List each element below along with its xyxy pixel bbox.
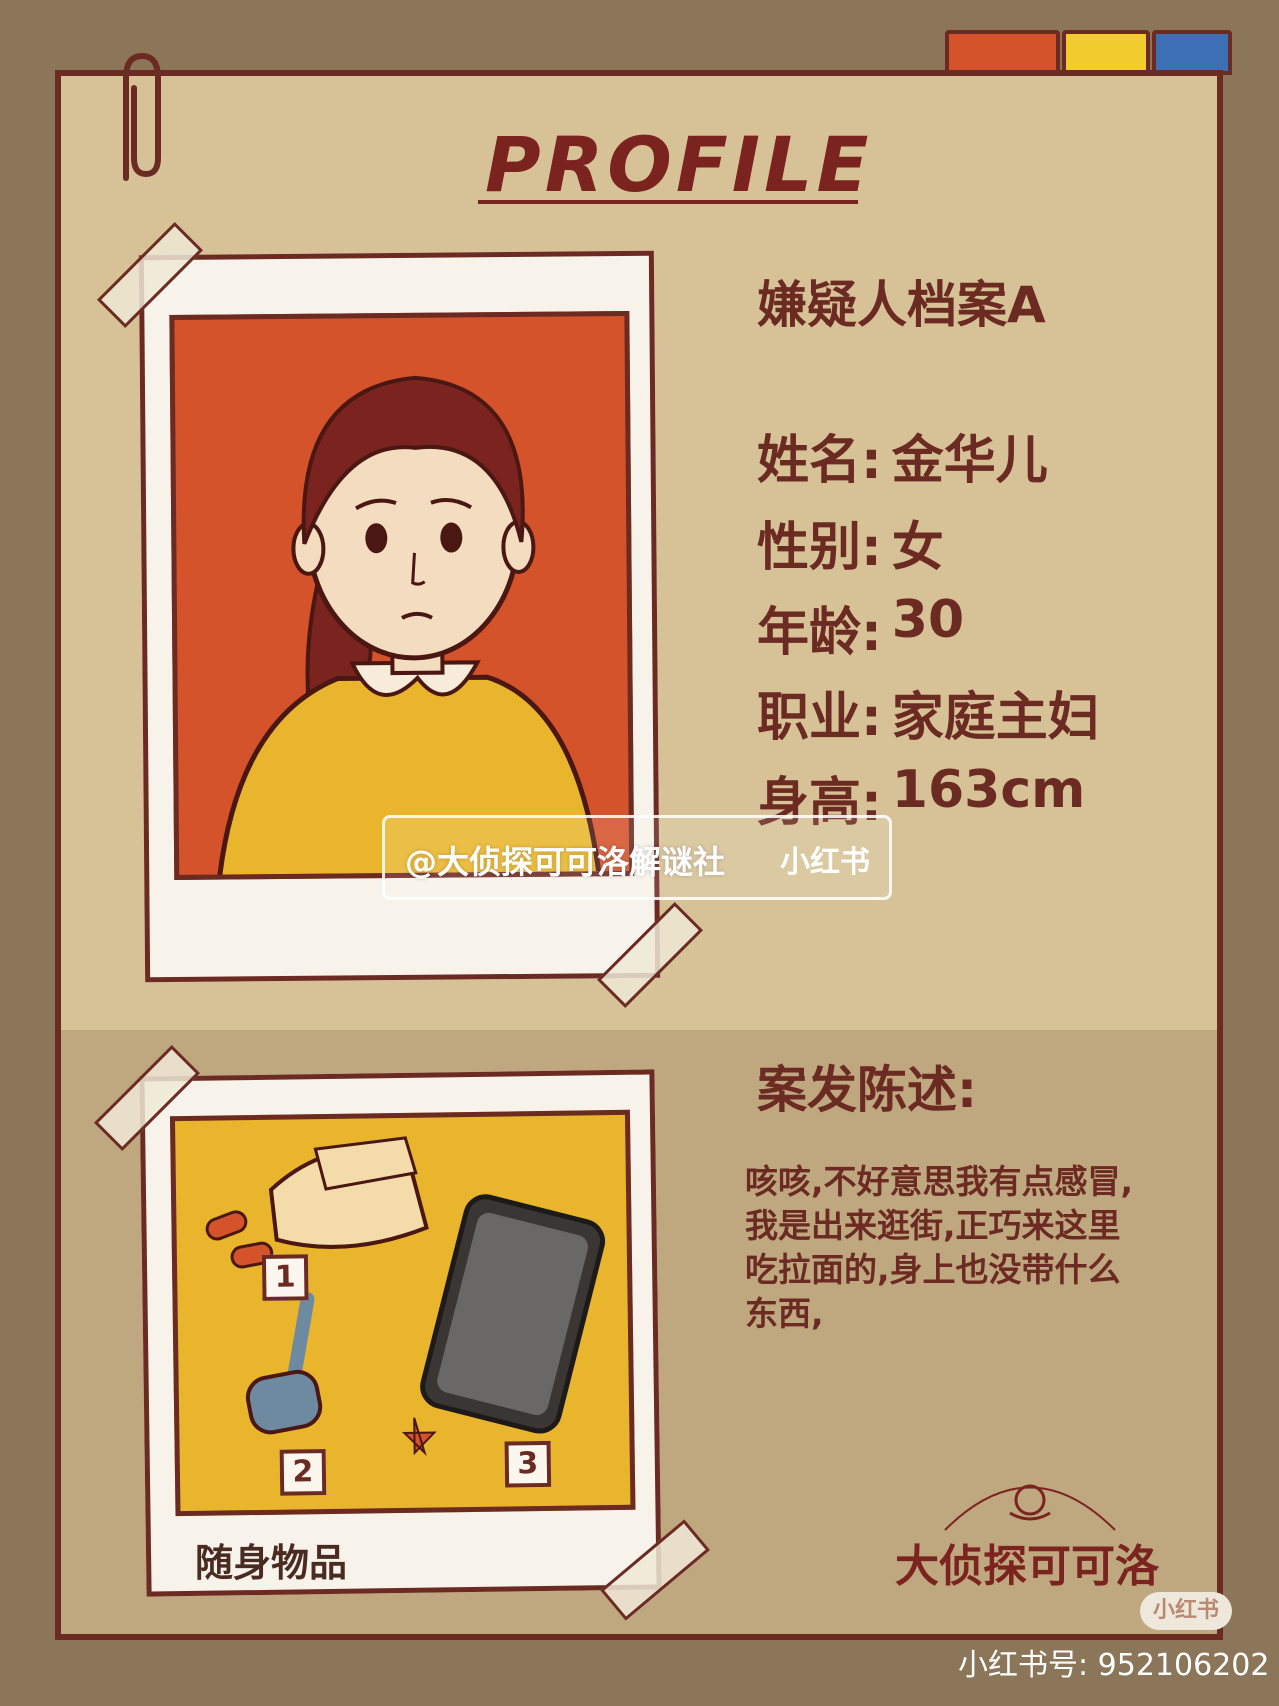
xiaohongshu-badge: 小红书: [1140, 1592, 1232, 1630]
folder-tab-yellow: [1062, 30, 1150, 75]
statement-heading: 案发陈述:: [757, 1061, 977, 1119]
evidence-marker: 2: [279, 1449, 327, 1496]
field-label: 职业:: [757, 688, 882, 748]
belongings-illustration: [205, 1136, 606, 1457]
folder-tab-blue: [1152, 30, 1232, 75]
field-value: 女: [891, 518, 944, 578]
statement-line: 咳咳,不好意思我有点感冒,: [745, 1162, 1134, 1201]
evidence-marker: 3: [504, 1440, 552, 1488]
brand-logo: 大侦探可可洛: [895, 1541, 1159, 1592]
evidence-marker: 1: [261, 1254, 309, 1301]
brand-seal-icon: [944, 1484, 1116, 1531]
suspect-photo-polaroid: [138, 250, 661, 983]
statement-text: 咳咳,不好意思我有点感冒, 我是出来逛街,正巧来这里 吃拉面的,身上也没带什么 …: [745, 1160, 1185, 1336]
field-age: 年龄: 30: [757, 590, 964, 665]
field-label: 性别:: [757, 518, 882, 578]
field-value: 163cm: [891, 760, 1086, 820]
field-label: 姓名:: [757, 431, 882, 491]
belongings-caption: 随身物品: [195, 1541, 348, 1585]
field-value: 金华儿: [891, 431, 1048, 491]
watermark-handle: @大侦探可可洛解谜社: [405, 843, 726, 881]
belongings-photo: [169, 1109, 636, 1517]
field-gender: 性别: 女: [757, 505, 944, 580]
field-occupation: 职业: 家庭主妇: [757, 675, 1100, 750]
field-label: 身高:: [757, 773, 882, 833]
statement-line: 东西,: [745, 1294, 824, 1333]
field-value: 家庭主妇: [891, 688, 1100, 748]
field-height: 身高: 163cm: [757, 760, 1085, 835]
paperclip-icon: [123, 52, 161, 181]
redbook-id: 小红书号: 952106202: [958, 1648, 1270, 1683]
field-label: 年龄:: [757, 603, 882, 663]
title-underline: [478, 200, 858, 204]
field-name: 姓名: 金华儿: [757, 418, 1048, 493]
statement-line: 我是出来逛街,正巧来这里: [745, 1206, 1121, 1245]
statement-line: 吃拉面的,身上也没带什么: [745, 1250, 1121, 1289]
page-title: PROFILE: [485, 120, 873, 209]
folder-tab-red: [945, 30, 1060, 75]
file-label: 嫌疑人档案A: [757, 276, 1046, 334]
suspect-photo: [169, 310, 635, 880]
suspect-portrait-illustration: [216, 375, 603, 880]
watermark-frame: [382, 815, 892, 900]
belongings-polaroid: 1 2 3: [139, 1069, 662, 1597]
watermark-platform: 小红书: [780, 845, 870, 880]
field-value: 30: [891, 590, 965, 650]
